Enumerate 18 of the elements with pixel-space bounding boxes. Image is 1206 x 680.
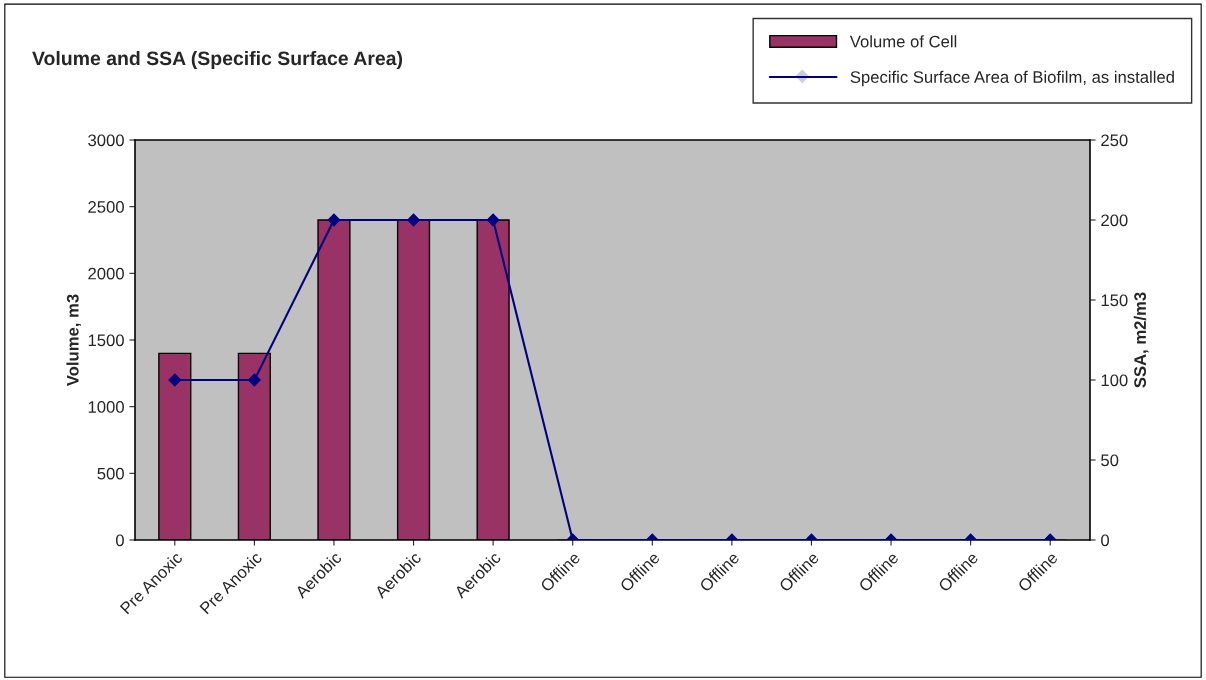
legend-label: Specific Surface Area of Biofilm, as installed — [850, 70, 1174, 87]
y-tick-label: 3000 — [88, 134, 124, 147]
y-axis-title: Volume, m3 — [66, 294, 82, 387]
y2-tick-label: 0 — [1101, 534, 1110, 547]
chart-title: Volume and SSA (Specific Surface Area) — [32, 50, 403, 70]
y-tick-label: 1500 — [88, 334, 124, 347]
y-tick-label: 2500 — [88, 201, 124, 213]
legend-label: Volume of Cell — [849, 35, 957, 48]
y-tick-label: 500 — [97, 467, 124, 480]
y2-axis-title: SSA, m2/m3 — [1133, 292, 1149, 388]
y-tick-label: 1000 — [88, 401, 124, 413]
y-tick-label: 0 — [115, 534, 124, 547]
y-tick-label: 2000 — [88, 267, 124, 280]
y2-tick-label: 150 — [1101, 294, 1128, 307]
y2-tick-label: 50 — [1101, 454, 1119, 467]
y2-tick-label: 200 — [1101, 214, 1128, 227]
y2-tick-label: 100 — [1101, 374, 1128, 387]
y2-tick-label: 250 — [1101, 134, 1128, 147]
